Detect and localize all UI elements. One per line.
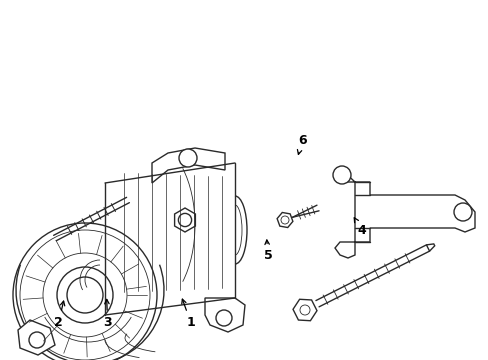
Polygon shape — [292, 299, 316, 321]
Polygon shape — [174, 208, 195, 232]
Polygon shape — [204, 298, 244, 332]
Polygon shape — [426, 244, 434, 251]
Text: 1: 1 — [182, 299, 195, 329]
Circle shape — [179, 149, 197, 167]
Text: 4: 4 — [353, 218, 366, 237]
Polygon shape — [152, 148, 224, 183]
Circle shape — [13, 223, 157, 360]
Text: 6: 6 — [297, 134, 306, 154]
Polygon shape — [18, 320, 55, 355]
Circle shape — [332, 166, 350, 184]
Circle shape — [453, 203, 471, 221]
Polygon shape — [277, 212, 292, 228]
Text: 5: 5 — [263, 240, 272, 262]
Polygon shape — [48, 232, 62, 244]
Text: 3: 3 — [103, 300, 112, 329]
Circle shape — [216, 310, 231, 326]
Text: 2: 2 — [54, 301, 64, 329]
Polygon shape — [334, 168, 474, 258]
